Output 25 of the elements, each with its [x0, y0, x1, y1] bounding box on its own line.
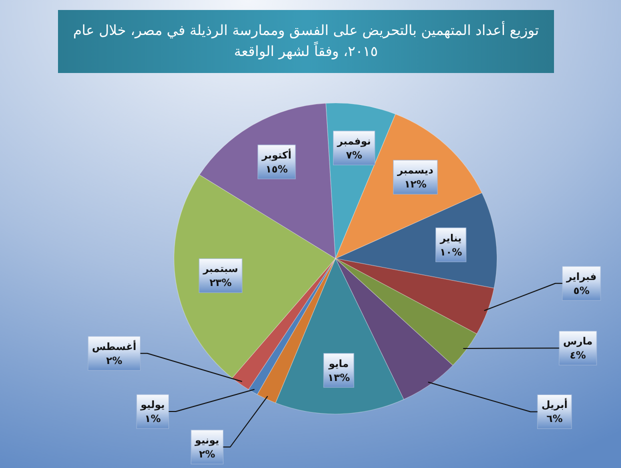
slice-label: أكتوبر: [260, 148, 292, 162]
data-label: ١٣%: [328, 372, 350, 384]
slice-label: مايو: [328, 358, 349, 370]
slice-label: سبتمبر: [202, 264, 238, 276]
data-label: ١٠%: [440, 247, 462, 258]
slice-label: فبراير: [565, 272, 597, 283]
slice-label: نوفمبر: [336, 136, 371, 148]
slice-label: يوليو: [140, 400, 165, 412]
data-label: ١٢%: [404, 180, 427, 191]
data-label: ٢%: [199, 450, 216, 460]
slice-label: أبريل: [541, 398, 568, 412]
data-label: ٦%: [546, 414, 563, 426]
slice-label: مارس: [563, 336, 593, 348]
data-label: ١٥%: [266, 164, 288, 176]
data-label: ٤%: [570, 350, 586, 362]
data-label: ٧%: [346, 150, 362, 162]
data-label: ٢٣%: [209, 278, 232, 290]
data-label: ٢%: [106, 356, 122, 367]
slice-label: ديسمبر: [396, 166, 434, 177]
data-label: ١%: [144, 414, 161, 426]
data-label: ٥%: [573, 286, 590, 297]
slice-label: يونيو: [194, 436, 220, 446]
title: توزيع أعداد المتهمين بالتحريض على الفسق وممارسة الرذيلة في مصر، خلال عام ٢٠١٥، وفقاً لشهر الواقعة: [58, 10, 554, 73]
slice-label: أغسطس: [92, 340, 136, 353]
slice-label: يناير: [439, 233, 462, 244]
